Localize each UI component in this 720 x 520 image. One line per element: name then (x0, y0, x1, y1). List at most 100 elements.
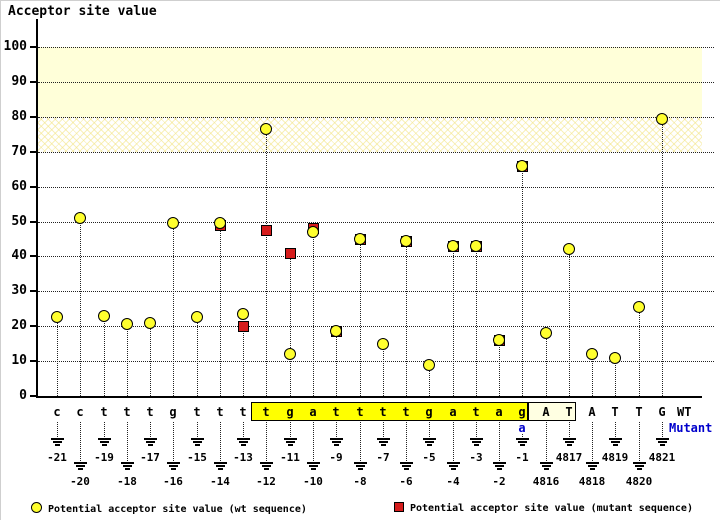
drop-line (592, 354, 593, 396)
sequence-base: t (193, 405, 201, 419)
wt-point (633, 301, 645, 313)
ground-symbol (259, 462, 273, 471)
ground-symbol (515, 438, 529, 447)
gridline-100 (38, 47, 714, 48)
wt-row-label: WT (677, 405, 692, 419)
position-label: -1 (515, 451, 529, 464)
drop-line (383, 344, 384, 396)
y-axis-tick-label: 100 (3, 39, 27, 54)
wt-point (144, 317, 156, 329)
sequence-base: g (518, 405, 526, 419)
sequence-base: t (332, 405, 340, 419)
ground-symbol (469, 438, 483, 447)
position-label: -2 (492, 475, 506, 488)
wt-marker-icon (31, 502, 42, 513)
axis-connector-line (546, 422, 547, 461)
wt-point (563, 243, 575, 255)
drop-line (197, 317, 198, 396)
drop-line (290, 253, 291, 396)
position-label: -21 (47, 451, 67, 464)
sequence-base: t (472, 405, 480, 419)
axis-connector-line (592, 422, 593, 461)
sequence-base: t (216, 405, 224, 419)
position-label: -15 (187, 451, 207, 464)
wt-point (121, 318, 133, 330)
wt-point (609, 352, 621, 364)
sequence-base: G (658, 405, 666, 419)
wt-point (447, 240, 459, 252)
ground-symbol (539, 462, 553, 471)
sequence-base: t (146, 405, 154, 419)
position-label: -18 (117, 475, 137, 488)
wt-point (260, 123, 272, 135)
y-axis-tick-label: 70 (11, 144, 27, 159)
position-label: 4819 (601, 451, 629, 464)
sequence-base: t (123, 405, 131, 419)
axis-connector-line (336, 422, 337, 437)
axis-connector-line (150, 422, 151, 437)
position-label: -17 (140, 451, 160, 464)
ground-symbol (50, 438, 64, 447)
position-label: -12 (256, 475, 276, 488)
chart-title: Acceptor site value (8, 4, 157, 19)
position-label: -14 (210, 475, 230, 488)
y-axis-tick (30, 46, 37, 48)
drop-line (615, 358, 616, 396)
drop-line (429, 365, 430, 396)
y-axis-tick (30, 360, 37, 362)
axis-connector-line (615, 422, 616, 437)
drop-line (313, 228, 314, 396)
position-label: -4 (446, 475, 460, 488)
drop-line (499, 340, 500, 396)
gridline-60 (38, 187, 714, 188)
position-label: -16 (163, 475, 183, 488)
position-label: -3 (469, 451, 483, 464)
drop-line (546, 333, 547, 396)
sequence-base: a (495, 405, 503, 419)
y-axis-tick-label: 50 (11, 214, 27, 229)
wt-point (540, 327, 552, 339)
sequence-base: T (611, 405, 619, 419)
ground-symbol (143, 438, 157, 447)
gridline-80 (38, 117, 714, 118)
axis-connector-line (290, 422, 291, 437)
axis-connector-line (453, 422, 454, 461)
ground-symbol (97, 438, 111, 447)
y-axis-tick (30, 325, 37, 327)
ground-symbol (492, 462, 506, 471)
ground-symbol (120, 462, 134, 471)
axis-connector-line (639, 422, 640, 461)
sequence-base: t (379, 405, 387, 419)
mutant-point (238, 321, 249, 332)
drop-line (360, 239, 361, 396)
ground-symbol (585, 462, 599, 471)
mutant-marker-icon (394, 502, 404, 512)
y-axis-tick (30, 290, 37, 292)
sequence-base: t (402, 405, 410, 419)
wt-point (516, 160, 528, 172)
drop-line (453, 246, 454, 396)
sequence-base: t (356, 405, 364, 419)
axis-connector-line (104, 422, 105, 437)
ground-symbol (283, 438, 297, 447)
drop-line (150, 323, 151, 396)
y-axis-tick-label: 60 (11, 179, 27, 194)
position-label: 4816 (532, 475, 560, 488)
legend-wt: Potential acceptor site value (wt sequen… (31, 502, 307, 515)
ground-symbol (655, 438, 669, 447)
axis-connector-line (173, 422, 174, 461)
sequence-base: a (449, 405, 457, 419)
drop-line (662, 119, 663, 396)
mid-score-band (38, 117, 702, 152)
ground-symbol (422, 438, 436, 447)
wt-point (400, 235, 412, 247)
gridline-20 (38, 326, 714, 327)
ground-symbol (632, 462, 646, 471)
axis-connector-line (243, 422, 244, 437)
gridline-70 (38, 152, 714, 153)
legend-mutant: Potential acceptor site value (mutant se… (394, 502, 693, 514)
axis-connector-line (220, 422, 221, 461)
ground-symbol (376, 438, 390, 447)
position-label: -20 (70, 475, 90, 488)
